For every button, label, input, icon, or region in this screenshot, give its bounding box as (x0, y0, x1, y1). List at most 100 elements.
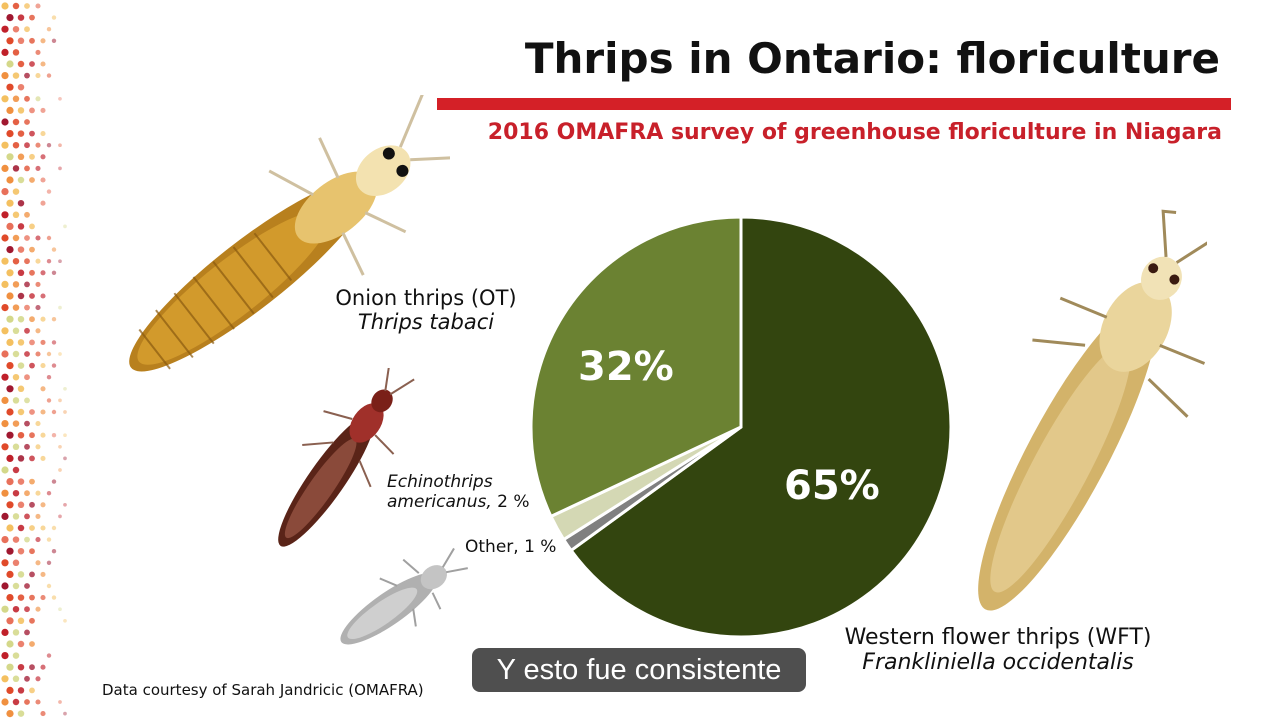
decorative-dot (35, 96, 41, 102)
decorative-dot (35, 351, 41, 357)
decorative-dot (6, 663, 14, 671)
decorative-dot (40, 131, 46, 137)
decorative-dot (40, 525, 46, 531)
decorative-dot (40, 200, 46, 206)
decorative-dot (17, 130, 25, 137)
decorative-dot (17, 547, 25, 555)
decorative-dot (6, 269, 14, 277)
decorative-dot (17, 408, 25, 416)
decorative-dot (1, 164, 9, 172)
decorative-dot (29, 478, 35, 485)
decorative-dot (35, 49, 41, 55)
decorative-dot (1, 512, 9, 521)
ot-latin-name: Thrips tabaci (357, 310, 495, 334)
decorative-dot (1, 188, 9, 196)
decorative-dot (24, 26, 30, 33)
decorative-dot (12, 141, 20, 149)
decorative-dot (40, 409, 46, 415)
decorative-dot (51, 433, 57, 438)
decorative-dot (6, 315, 14, 323)
decorative-dot (51, 595, 57, 600)
decorative-dot (40, 664, 46, 670)
wft-latin-name: Frankliniella occidentalis (862, 650, 1134, 675)
decorative-dot (6, 292, 14, 300)
decorative-dot (1, 327, 9, 335)
decorative-dot (51, 270, 57, 275)
decorative-dot (6, 199, 14, 207)
decorative-dot (6, 222, 14, 230)
decorative-dot (24, 583, 30, 589)
decorative-dot (51, 479, 57, 484)
decorative-dot (17, 431, 25, 439)
decorative-dot (35, 537, 41, 543)
decorative-dot (63, 386, 67, 391)
decorative-dot (17, 640, 25, 648)
decorative-dot (1, 466, 9, 474)
decorative-dot (35, 444, 41, 450)
decorative-dot (63, 502, 67, 507)
decorative-dot (24, 165, 30, 172)
decorative-dot (12, 652, 20, 659)
decorative-dot (35, 305, 41, 311)
decorative-dot (29, 687, 35, 694)
decorative-dot (17, 60, 25, 68)
decorative-dot (29, 594, 35, 601)
decorative-dot (12, 281, 20, 288)
decorative-dot (40, 293, 46, 299)
thrips-onion-icon (129, 95, 450, 372)
decorative-dot (58, 468, 62, 472)
decorative-dot (35, 328, 41, 334)
decorative-dot (46, 537, 52, 542)
decorative-dot (6, 246, 14, 254)
decorative-dot (12, 605, 20, 613)
decorative-dot (58, 143, 62, 148)
decorative-dot (6, 130, 14, 138)
decorative-dot (35, 258, 41, 264)
decorative-dot (40, 432, 46, 438)
decorative-dot (35, 606, 41, 612)
data-label-wft-percent: 65% (784, 463, 880, 509)
decorative-dot (17, 362, 25, 369)
decorative-dot (24, 258, 30, 265)
decorative-dot (40, 571, 46, 577)
decorative-dot (51, 549, 57, 554)
decorative-dot (35, 421, 41, 427)
decorative-dot (6, 83, 14, 91)
decorative-dot (40, 363, 46, 369)
title-underline (437, 98, 1231, 110)
decorative-dot (51, 363, 57, 368)
decorative-dot (40, 38, 46, 44)
decorative-dot (6, 60, 14, 68)
decorative-dot (40, 595, 46, 601)
decorative-dot (12, 234, 20, 242)
decorative-dot (24, 3, 30, 9)
decorative-dot (6, 454, 14, 462)
decorative-dot (12, 188, 20, 195)
decorative-dot (58, 305, 62, 310)
decorative-dot (1, 95, 9, 103)
decorative-dot (12, 397, 20, 404)
decorative-dot (29, 223, 35, 230)
decorative-dot (46, 375, 52, 380)
decorative-dot (29, 548, 35, 555)
decorative-dot (6, 570, 14, 579)
decorative-dot (17, 710, 25, 717)
decorative-dot (1, 280, 9, 288)
decorative-dot (6, 640, 14, 648)
decorative-dot (1, 396, 9, 404)
decorative-dot (17, 501, 25, 509)
label-echinothrips: Echinothrips americanus, 2 % (387, 472, 530, 512)
decorative-dot (35, 142, 41, 148)
decorative-dot (12, 118, 20, 126)
decorative-dot (24, 142, 30, 149)
decorative-dot (51, 15, 57, 20)
decorative-dot (24, 675, 30, 682)
decorative-dot (24, 281, 30, 288)
decorative-dot (17, 292, 25, 300)
decorative-dot (29, 571, 35, 578)
decorative-dot (58, 352, 62, 356)
decorative-dot (29, 153, 35, 160)
decorative-dot (40, 61, 46, 67)
decorative-dot (6, 686, 14, 695)
